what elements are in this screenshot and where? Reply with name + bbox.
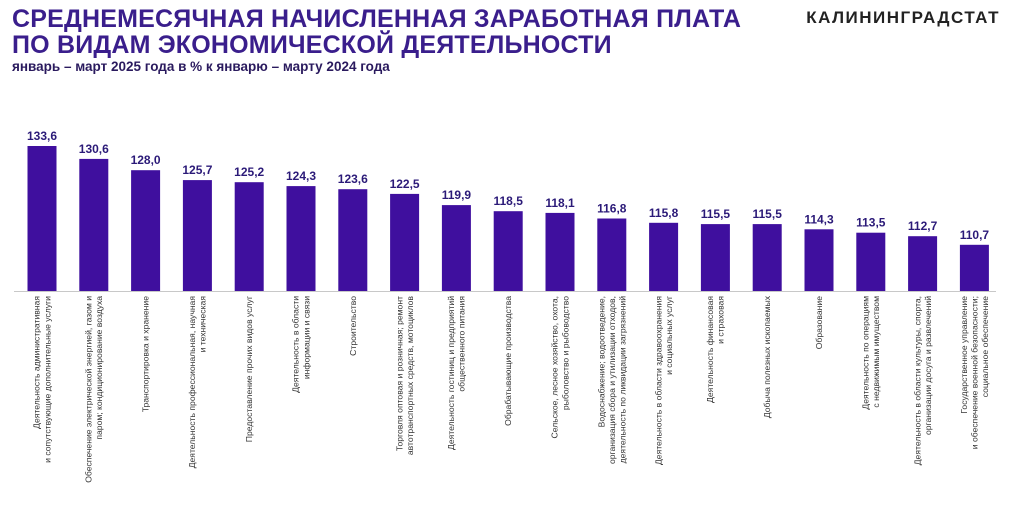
category-label: Государственное управлениеи обеспечение … (959, 296, 990, 449)
bar (182, 180, 212, 291)
bar (649, 222, 679, 291)
category-label-line: общественного питания (457, 296, 467, 392)
category-label-line: социальное обеспечение (980, 296, 990, 397)
category-label-line: Деятельность по операциям (861, 296, 871, 410)
category-label-line: Предоставление прочих видов услуг (244, 296, 254, 442)
category-label-line: рыболовство и рыбоводство (560, 296, 570, 410)
category-label: Деятельность в области культуры, спорта,… (912, 296, 933, 465)
data-label: 118,5 (494, 194, 524, 208)
category-label: Деятельность гостиниц и предприятийобщес… (446, 296, 467, 450)
category-label-line: паром; кондиционирование воздуха (94, 296, 104, 440)
bar (493, 211, 523, 291)
category-label-line: Образование (814, 296, 824, 349)
category-label-line: и страховая (716, 296, 726, 344)
category-label-line: Обеспечение электрической энергией, газо… (84, 296, 94, 483)
data-label: 133,6 (27, 129, 57, 143)
bar (286, 186, 316, 291)
data-label: 113,5 (856, 216, 886, 230)
bar (700, 224, 730, 291)
category-label-line: Деятельность в области здравоохранения (653, 296, 663, 465)
data-label: 115,5 (753, 207, 783, 221)
category-label: Добыча полезных ископаемых (762, 295, 772, 418)
bar (338, 189, 368, 291)
category-label-line: Обрабатывающие производства (503, 296, 513, 426)
data-label: 125,2 (234, 165, 264, 179)
data-label: 115,5 (701, 207, 731, 221)
data-label: 115,8 (649, 206, 679, 220)
data-label: 110,7 (960, 228, 990, 242)
bar (959, 244, 989, 291)
bar (390, 193, 420, 291)
category-label: Деятельность административнаяи сопутству… (32, 296, 53, 463)
category-label: Водоснабжение; водоотведение,организация… (596, 296, 627, 464)
bar (856, 232, 886, 291)
bar (234, 182, 264, 291)
bar (545, 212, 575, 291)
brand-logo: КАЛИНИНГРАДСТАТ (806, 8, 1000, 27)
category-label-line: и сопутствующие дополнительные услуги (42, 296, 52, 463)
bar (79, 158, 109, 291)
category-label-line: Деятельность гостиниц и предприятий (446, 296, 456, 450)
category-label: Деятельность по операциямс недвижимым им… (861, 296, 882, 410)
category-label: Обеспечение электрической энергией, газо… (84, 296, 105, 483)
category-label-line: Водоснабжение; водоотведение, (596, 296, 606, 427)
bar (441, 205, 471, 291)
category-label-line: и обеспечение военной безопасности; (969, 296, 979, 449)
category-label: Обрабатывающие производства (503, 296, 513, 426)
category-label-line: Торговля оптовая и розничная; ремонт (394, 296, 404, 451)
data-label: 124,3 (286, 169, 316, 183)
data-label: 125,7 (182, 163, 212, 177)
data-label: 122,5 (390, 177, 420, 191)
category-label-line: и социальных услуг (664, 296, 674, 375)
bar (131, 170, 161, 291)
category-label: Строительство (348, 296, 358, 356)
data-label: 128,0 (131, 153, 161, 167)
category-label-line: Деятельность административная (32, 296, 42, 429)
category-label-line: информации и связи (301, 296, 311, 379)
category-label-line: Деятельность в области культуры, спорта, (912, 296, 922, 465)
data-label: 130,6 (79, 142, 109, 156)
bar (908, 236, 938, 291)
category-label: Сельское, лесное хозяйство, охота,рыболо… (550, 296, 571, 439)
category-label-line: Деятельность в области (291, 296, 301, 393)
category-label: Транспортировка и хранение (141, 296, 151, 412)
bar (752, 224, 782, 291)
data-label: 116,8 (597, 202, 627, 216)
category-label: Деятельность в областиинформации и связи (291, 296, 312, 393)
chart-subtitle: январь – март 2025 года в % к январю – м… (12, 59, 390, 74)
category-label: Деятельность финансоваяи страховая (705, 296, 726, 403)
category-label-line: Строительство (348, 296, 358, 356)
category-label-line: автотранспортных средств, мотоциклов (405, 296, 415, 456)
bar (597, 218, 627, 291)
category-label-line: и техническая (198, 296, 208, 353)
data-label: 112,7 (908, 219, 938, 233)
category-label-line: с недвижимым имуществом (871, 296, 881, 408)
category-label-line: Государственное управление (959, 296, 969, 414)
category-label-line: Деятельность финансовая (705, 296, 715, 403)
bar (804, 229, 834, 291)
data-label: 123,6 (338, 172, 368, 186)
category-label-line: организации досуга и развлечений (923, 296, 933, 435)
category-label: Предоставление прочих видов услуг (244, 296, 254, 442)
category-label-line: Транспортировка и хранение (141, 296, 151, 412)
chart-title: СРЕДНЕМЕСЯЧНАЯ НАЧИСЛЕННАЯ ЗАРАБОТНАЯ ПЛ… (12, 5, 742, 59)
category-label: Торговля оптовая и розничная; ремонтавто… (394, 296, 415, 456)
category-label-line: Добыча полезных ископаемых (762, 295, 772, 418)
category-label-line: деятельность по ликвидации загрязнений (617, 296, 627, 464)
data-label: 118,1 (545, 196, 575, 210)
category-label: Деятельность в области здравоохраненияи … (653, 296, 674, 465)
category-label-line: Сельское, лесное хозяйство, охота, (550, 296, 560, 438)
data-label: 114,3 (804, 212, 834, 226)
category-label-line: Деятельность профессиональная, научная (187, 296, 197, 469)
category-label: Образование (814, 296, 824, 349)
category-label-line: организация сбора и утилизации отходов, (607, 296, 617, 464)
data-label: 119,9 (442, 188, 472, 202)
bar (27, 146, 57, 291)
category-label: Деятельность профессиональная, научнаяи … (187, 296, 208, 469)
